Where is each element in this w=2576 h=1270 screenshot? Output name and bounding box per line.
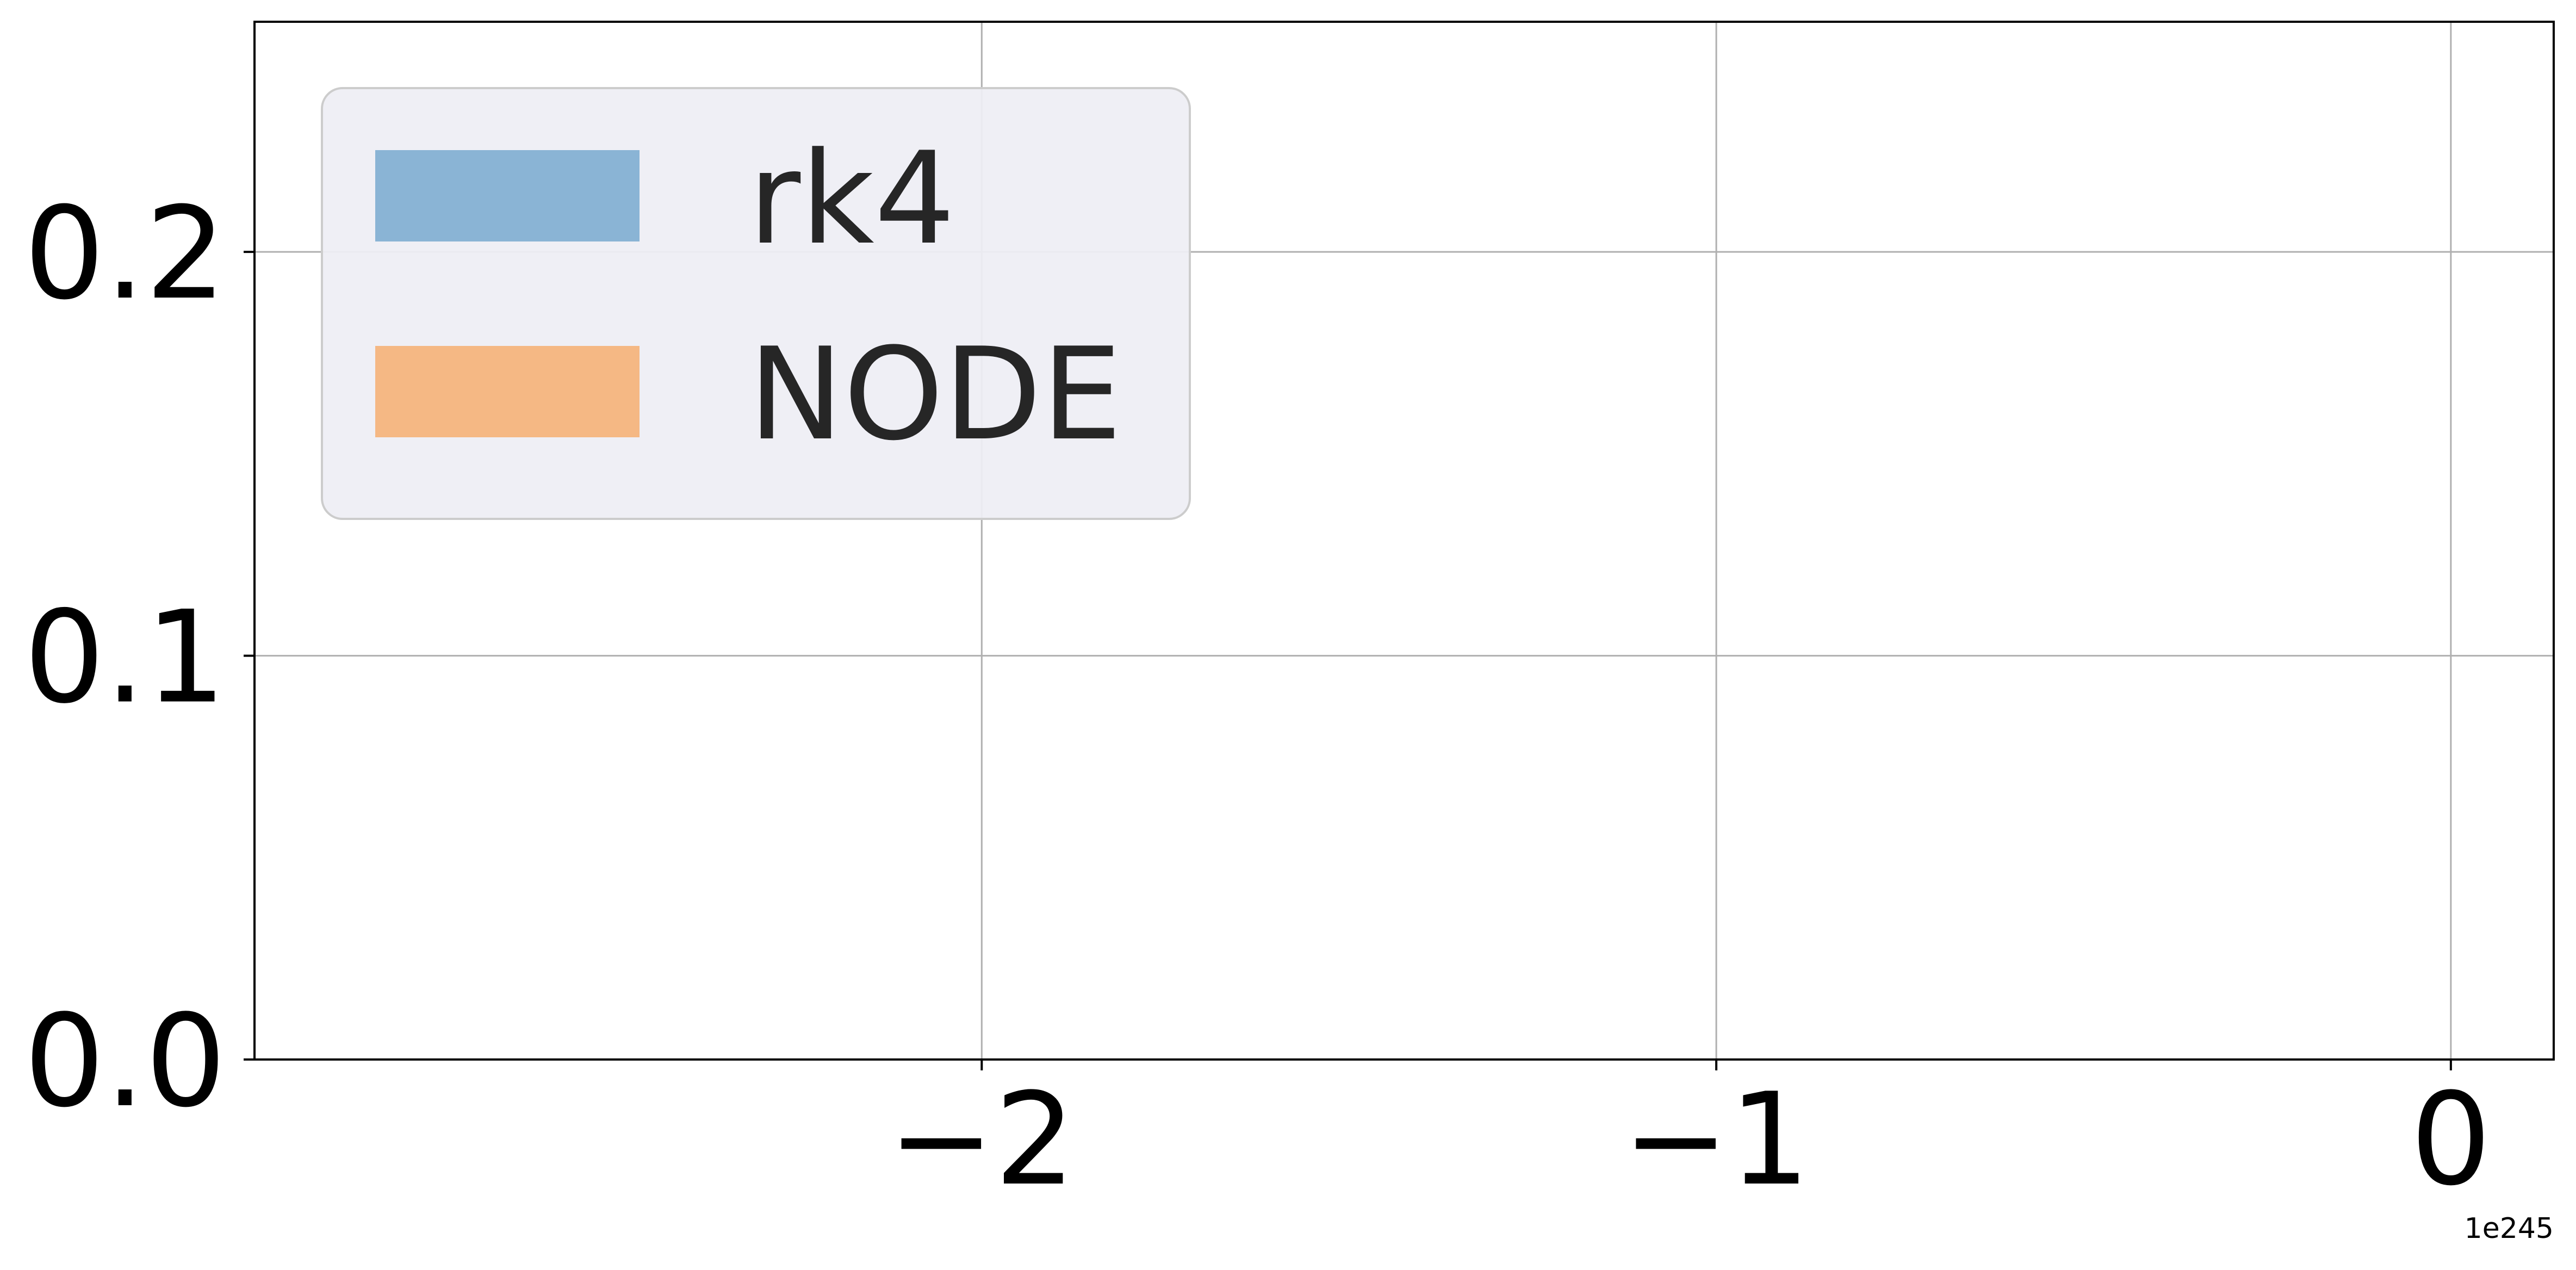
y-axis-ticks: 0.0 0.1 0.2 <box>24 180 255 1136</box>
x-tick-label-2: 0 <box>2410 1066 2491 1214</box>
legend-label-node: NODE <box>748 321 1122 469</box>
legend-label-rk4: rk4 <box>748 125 955 273</box>
legend-swatch-node <box>375 346 640 437</box>
x-tick-label-0: −2 <box>888 1066 1076 1214</box>
legend: rk4 NODE <box>321 87 1191 520</box>
x-axis-offset-label: 1e245 <box>2465 1212 2554 1245</box>
y-tick-label-0: 0.0 <box>24 988 226 1136</box>
x-tick-label-1: −1 <box>1623 1066 1810 1214</box>
y-tick-label-2: 0.2 <box>24 180 226 328</box>
y-tick-label-1: 0.1 <box>24 584 226 732</box>
plot-frame <box>253 21 2555 1061</box>
x-axis-ticks: −2 −1 0 <box>888 1060 2491 1214</box>
legend-swatch-rk4 <box>375 150 640 241</box>
